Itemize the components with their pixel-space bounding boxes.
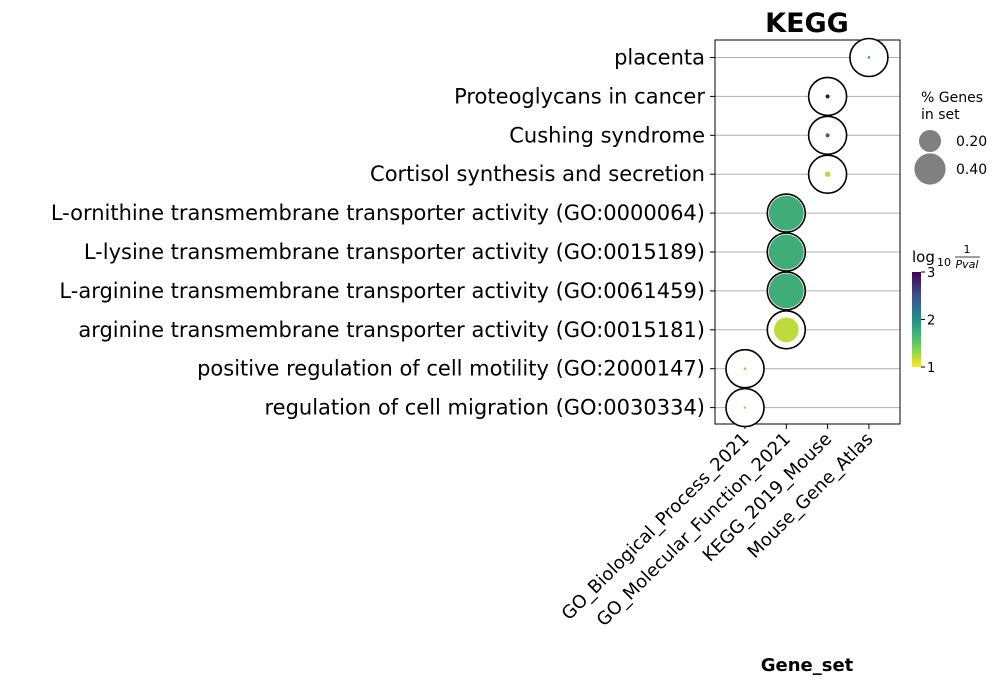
colorbar-title-denominator: Pval [956,258,979,271]
data-point [768,234,804,270]
y-tick-label: regulation of cell migration (GO:0030334… [264,396,705,420]
colorbar-tick-label: 2 [927,314,935,329]
size-legend-label: 0.40 [956,162,987,178]
y-tick-label: L-ornithine transmembrane transporter ac… [51,201,705,225]
y-tick-label: L-arginine transmembrane transporter act… [59,279,705,303]
data-point [743,406,747,409]
y-tick-label: arginine transmembrane transporter activ… [78,318,705,342]
size-legend-marker [914,153,946,185]
y-tick-label: L-lysine transmembrane transporter activ… [84,240,705,264]
data-point [773,317,799,343]
data-points [725,37,889,428]
y-tick-label: Proteoglycans in cancer [454,84,705,108]
data-point [825,94,830,99]
size-legend-label: 0.20 [956,134,987,150]
size-legend: % Genes in set 0.20 0.40 [914,90,987,185]
data-point [867,56,871,59]
colorbar-tick-label: 1 [927,361,935,376]
data-point [768,273,804,309]
x-axis-title: Gene_set [761,655,854,676]
size-legend-title-line2: in set [921,107,960,123]
colorbar-title-log: log [912,248,935,266]
data-point [743,367,747,371]
y-tick-label: Cushing syndrome [509,123,705,147]
data-point [768,195,804,231]
size-legend-marker [918,129,942,153]
grid-lines [715,57,900,409]
colorbar-gradient [912,272,921,367]
y-tick-label: placenta [614,46,705,70]
y-tick-label: positive regulation of cell motility (GO… [197,357,705,381]
data-point [825,133,830,138]
colorbar-title-sub: 10 [937,256,951,269]
plot-frame [714,39,901,425]
y-tick-label: Cortisol synthesis and secretion [370,162,705,186]
colorbar-title-numerator: 1 [964,243,971,256]
y-axis-labels: placenta Proteoglycans in cancer Cushing s… [51,46,715,420]
chart-title: KEGG [765,8,849,39]
x-axis-labels: GO_Biological_Process_2021GO_Molecular_F… [558,424,877,631]
colorbar-tick-label: 3 [927,266,935,281]
colorbar: log 10 1 Pval 1 2 3 [912,243,980,376]
data-point [824,171,831,177]
size-legend-title-line1: % Genes [921,90,983,106]
